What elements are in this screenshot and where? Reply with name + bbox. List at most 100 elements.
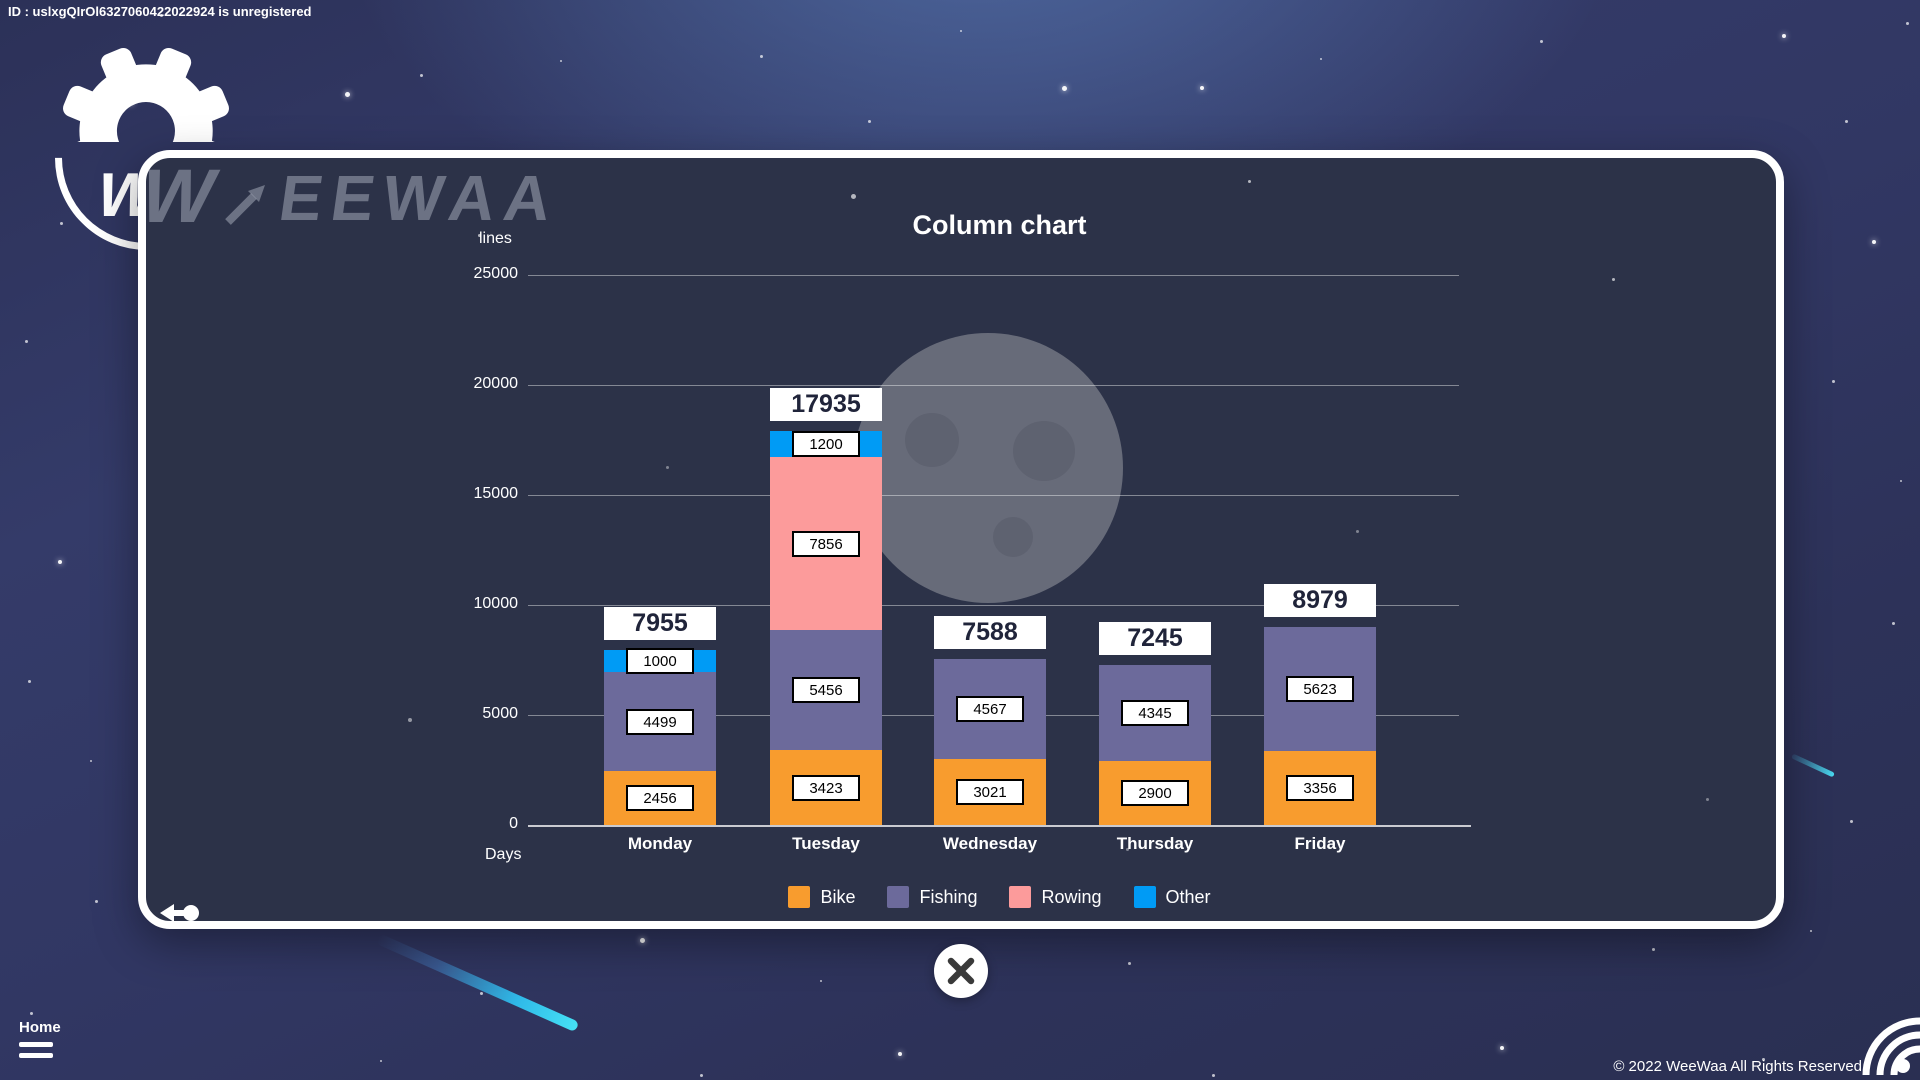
bar-total-tuesday: 17935 — [770, 388, 882, 421]
segment-value-label: 3356 — [1286, 775, 1354, 801]
star — [1500, 1046, 1504, 1050]
star — [1128, 962, 1131, 965]
star — [960, 30, 962, 32]
home-menu[interactable]: Home — [19, 1019, 61, 1058]
segment-value-label: 2456 — [626, 785, 694, 811]
back-arrow-icon[interactable] — [158, 900, 202, 926]
gridline — [528, 495, 1459, 496]
bar-segment-other-tuesday: 1200 — [770, 431, 882, 457]
bar-segment-other-monday: 1000 — [604, 648, 716, 674]
bar-segment-fishing-tuesday: 5456 — [770, 630, 882, 750]
bar-total-wednesday: 7588 — [934, 616, 1046, 649]
y-tick-label: 5000 — [482, 705, 518, 722]
bar-segment-fishing-wednesday: 4567 — [934, 659, 1046, 759]
segment-value-label: 1000 — [626, 648, 694, 674]
gridline — [528, 385, 1459, 386]
x-axis-unit-label: Days — [485, 846, 522, 863]
star — [1892, 622, 1895, 625]
segment-value-label: 4499 — [626, 709, 694, 735]
star — [28, 680, 31, 683]
star — [820, 980, 822, 982]
star — [1762, 1058, 1765, 1061]
star — [1810, 930, 1812, 932]
home-label: Home — [19, 1019, 61, 1036]
comet-streak-small — [1791, 753, 1835, 778]
chart-panel: Column chart lines Days 25000 20000 15000 1… — [138, 150, 1784, 929]
x-tick-tuesday: Tuesday — [792, 834, 860, 853]
segment-value-label: 4345 — [1121, 700, 1189, 726]
star — [30, 1012, 33, 1015]
comet-streak — [375, 933, 580, 1033]
copyright-text: © 2022 WeeWaa All Rights Reserved — [1613, 1058, 1862, 1075]
segment-value-label: 4567 — [956, 696, 1024, 722]
legend-label: Other — [1165, 886, 1211, 907]
x-tick-monday: Monday — [627, 834, 693, 853]
y-tick-label: 25000 — [473, 265, 519, 282]
bar-segment-bike-friday: 3356 — [1264, 751, 1376, 825]
gear-icon — [60, 45, 232, 142]
bar-segment-fishing-monday: 4499 — [604, 672, 716, 771]
star — [640, 938, 645, 943]
star — [1320, 58, 1322, 60]
star — [160, 14, 163, 17]
brand-logo-text: EEWAA — [274, 162, 565, 234]
bar-segment-fishing-friday: 5623 — [1264, 627, 1376, 751]
star — [1845, 120, 1848, 123]
brand-logo-w: W — [131, 154, 227, 239]
star — [1652, 948, 1655, 951]
bar-segment-bike-wednesday: 3021 — [934, 759, 1046, 825]
legend-label: Fishing — [919, 886, 978, 907]
y-tick-label: 20000 — [473, 375, 519, 392]
segment-value-label: 7856 — [792, 531, 860, 557]
y-tick-label: 15000 — [473, 485, 519, 502]
star — [90, 760, 92, 762]
bar-segment-fishing-thursday: 4345 — [1099, 665, 1211, 761]
x-tick-wednesday: Wednesday — [942, 834, 1038, 853]
star — [1906, 22, 1909, 25]
signal-arcs-icon — [1852, 1013, 1920, 1080]
legend-swatch — [887, 886, 910, 908]
bar-total-thursday: 7245 — [1099, 622, 1211, 655]
legend-label: Bike — [820, 886, 856, 907]
registration-id-text: ID : uslxgQIrOl6327060422022924 is unreg… — [8, 4, 312, 19]
segment-value-label: 3423 — [792, 775, 860, 801]
legend-item-rowing: Rowing — [1009, 886, 1102, 908]
chart-title: Column chart — [912, 210, 1087, 240]
star — [700, 1074, 703, 1077]
star — [345, 92, 350, 97]
moon-decoration — [853, 333, 1123, 603]
star — [1540, 40, 1543, 43]
y-axis-unit-label: lines — [479, 230, 512, 247]
hamburger-menu-icon — [19, 1053, 53, 1058]
x-tick-friday: Friday — [1294, 834, 1346, 853]
gridline — [528, 275, 1459, 276]
star — [1850, 820, 1853, 823]
hamburger-menu-icon — [19, 1042, 53, 1047]
bar-segment-bike-tuesday: 3423 — [770, 750, 882, 825]
star — [95, 900, 98, 903]
x-axis-line — [528, 825, 1471, 827]
star — [1900, 480, 1902, 482]
star — [1832, 380, 1835, 383]
legend-swatch — [1133, 886, 1156, 908]
bar-segment-rowing-tuesday: 7856 — [770, 457, 882, 630]
arrow-up-right-icon — [218, 176, 274, 237]
legend-swatch — [788, 886, 811, 908]
star — [480, 992, 483, 995]
gridline — [528, 605, 1459, 606]
star — [1782, 34, 1786, 38]
bar-total-friday: 8979 — [1264, 584, 1376, 617]
star — [420, 74, 423, 77]
close-icon[interactable] — [934, 944, 988, 998]
star — [1200, 86, 1204, 90]
bar-segment-bike-monday: 2456 — [604, 771, 716, 825]
segment-value-label: 2900 — [1121, 780, 1189, 806]
star — [868, 120, 871, 123]
segment-value-label: 5623 — [1286, 676, 1354, 702]
star — [898, 1052, 902, 1056]
star — [58, 560, 62, 564]
star — [1212, 1074, 1215, 1077]
bar-total-monday: 7955 — [604, 607, 716, 640]
legend-item-other: Other — [1133, 886, 1211, 908]
